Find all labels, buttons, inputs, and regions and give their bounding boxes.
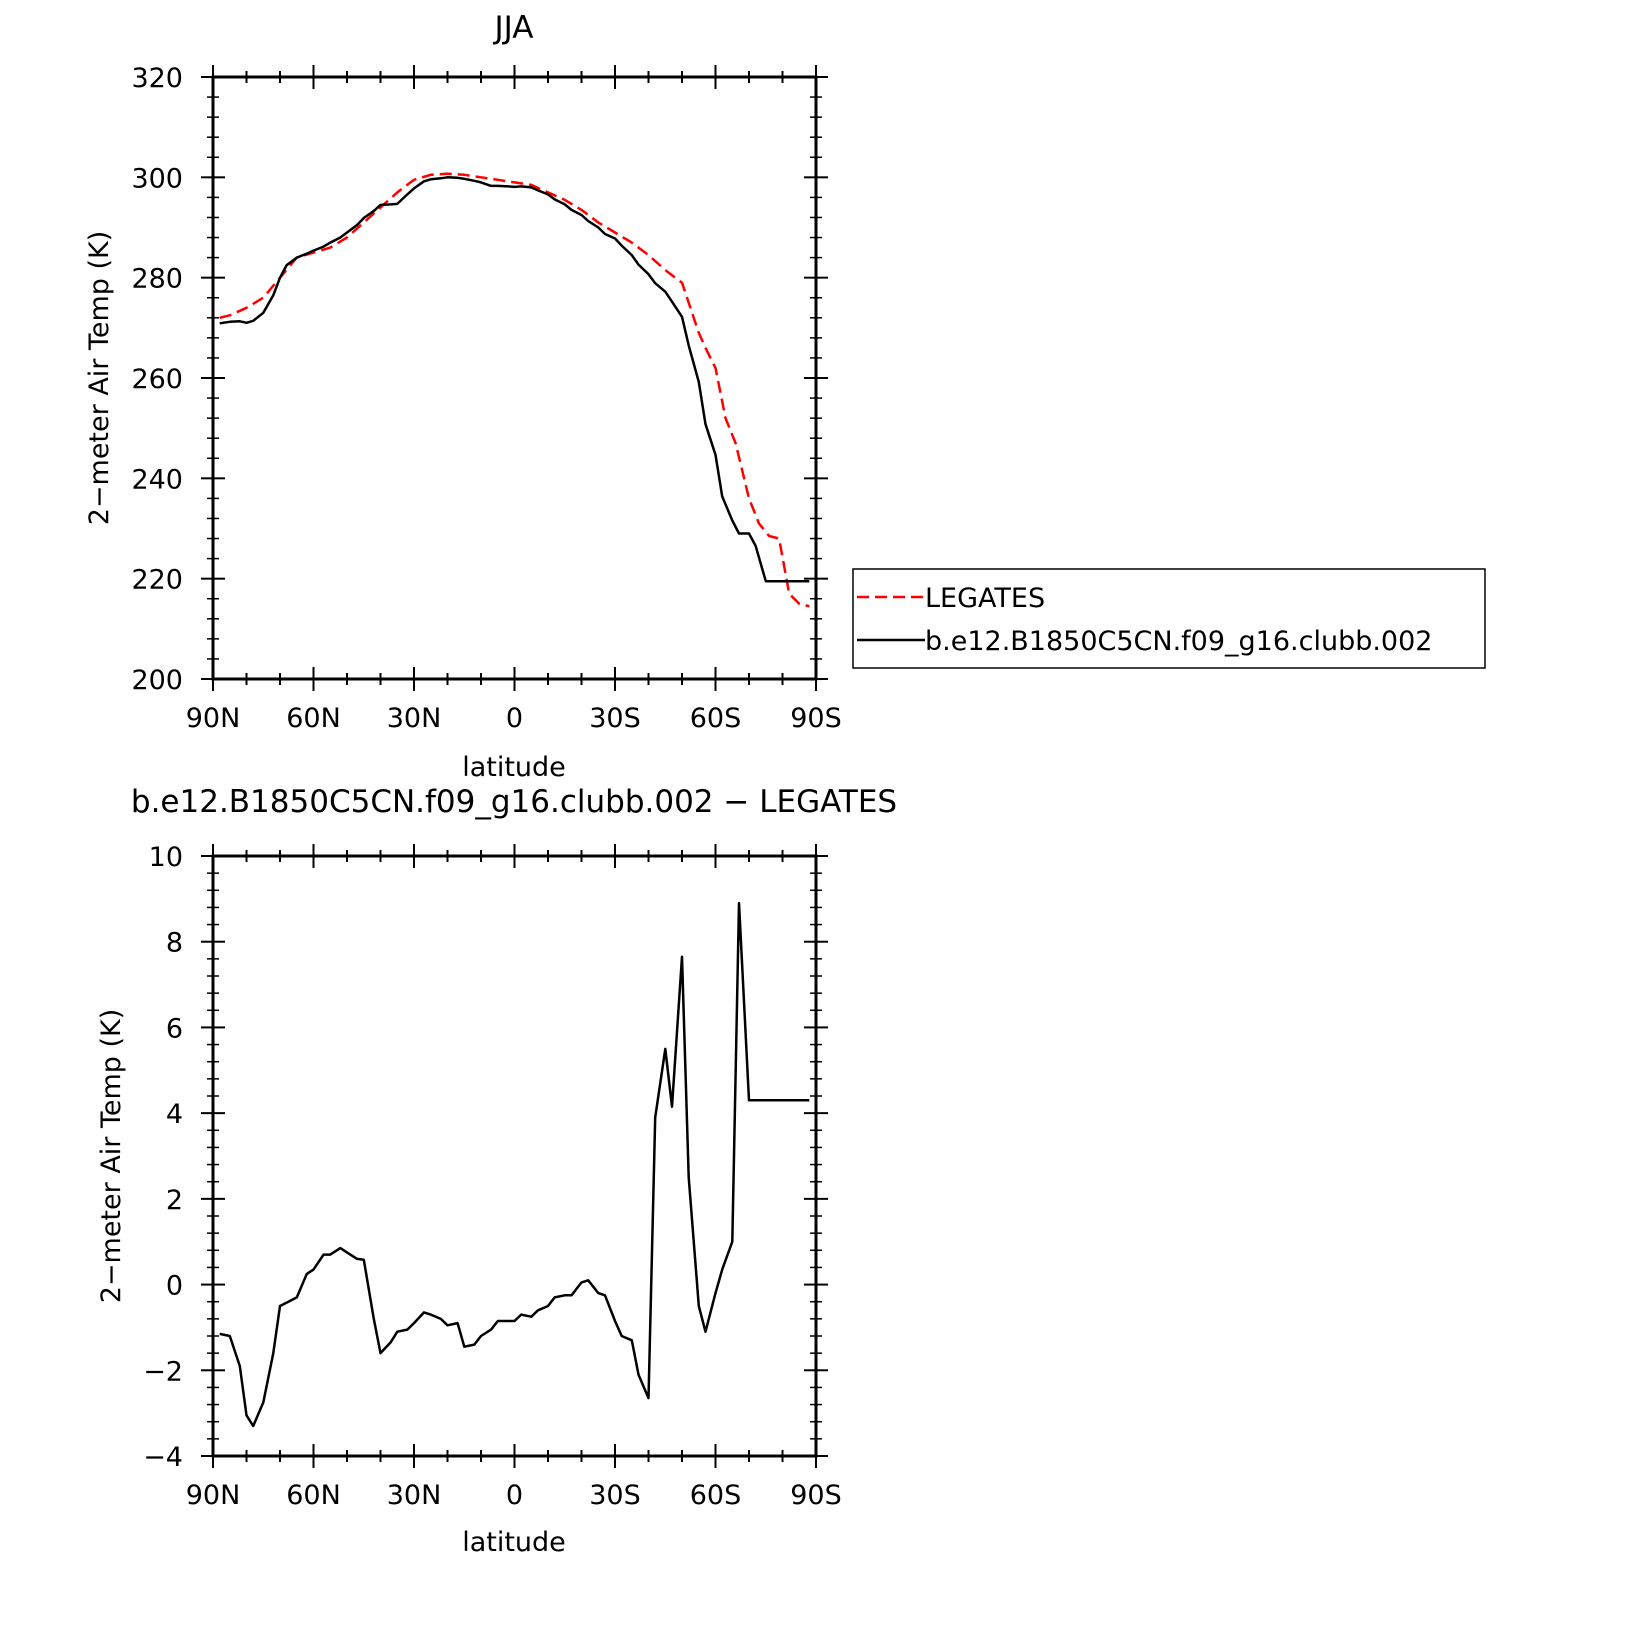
x-tick-label: 30N (387, 703, 442, 734)
top-x-tick-labels: 90N 60N 30N 0 30S 60S 90S (186, 703, 842, 734)
legend-label-legates: LEGATES (925, 583, 1045, 614)
bottom-y-tick-labels: −4 −2 0 2 4 6 8 10 (143, 842, 183, 1473)
x-tick-label: 0 (506, 1480, 523, 1511)
top-x-axis-label: latitude (462, 752, 566, 783)
bottom-x-tick-labels: 90N 60N 30N 0 30S 60S 90S (186, 1480, 842, 1511)
top-chart-panel: JJA 90N 60N 30N 0 30S 60S 90S 200 220 240 260 280 3… (84, 10, 1486, 783)
legend-box (852, 568, 1486, 669)
x-tick-label: 30N (387, 1480, 442, 1511)
x-tick-label: 90N (186, 1480, 241, 1511)
y-tick-label: 10 (149, 842, 183, 873)
y-tick-label: 2 (166, 1185, 183, 1216)
y-tick-label: 6 (166, 1013, 183, 1044)
bottom-plot-frame (211, 854, 818, 1458)
x-tick-label: 90N (186, 703, 241, 734)
x-tick-label: 30S (589, 1480, 641, 1511)
x-tick-label: 60S (690, 703, 742, 734)
x-tick-label: 90S (790, 1480, 842, 1511)
bottom-x-axis-label: latitude (462, 1527, 566, 1558)
top-plot-frame (211, 75, 818, 681)
y-tick-label: 300 (131, 163, 183, 194)
top-chart-title: JJA (493, 10, 534, 46)
bottom-chart-panel: b.e12.B1850C5CN.f09_g16.clubb.002 − LEGA… (96, 784, 897, 1558)
y-tick-label: 200 (131, 665, 183, 696)
y-tick-label: −4 (143, 1442, 183, 1473)
y-tick-label: 4 (166, 1099, 183, 1130)
bottom-axis-ticks (201, 844, 828, 1468)
bottom-y-axis-label: 2−meter Air Temp (K) (96, 1009, 127, 1304)
x-tick-label: 0 (506, 703, 523, 734)
x-tick-label: 30S (589, 703, 641, 734)
y-tick-label: 280 (131, 264, 183, 295)
x-tick-label: 90S (790, 703, 842, 734)
x-tick-label: 60N (286, 703, 341, 734)
y-tick-label: 220 (131, 565, 183, 596)
legend-label-model: b.e12.B1850C5CN.f09_g16.clubb.002 (925, 626, 1432, 657)
legend: LEGATES b.e12.B1850C5CN.f09_g16.clubb.00… (852, 568, 1486, 669)
top-series-lines (219, 172, 810, 608)
bottom-series-lines (219, 901, 810, 1428)
y-tick-label: 260 (131, 364, 183, 395)
x-tick-label: 60N (286, 1480, 341, 1511)
bottom-chart-title: b.e12.B1850C5CN.f09_g16.clubb.002 − LEGA… (131, 784, 897, 820)
series-line-b-e12-b1850c5cn-f09-g16-clubb-002 (219, 176, 810, 583)
top-axis-ticks (201, 65, 828, 691)
y-tick-label: 240 (131, 464, 183, 495)
x-tick-label: 60S (690, 1480, 742, 1511)
series-line-legates (219, 172, 810, 608)
y-tick-label: 0 (166, 1271, 183, 1302)
top-y-tick-labels: 200 220 240 260 280 300 320 (131, 63, 183, 696)
top-y-axis-label: 2−meter Air Temp (K) (84, 231, 115, 526)
y-tick-label: −2 (143, 1356, 183, 1387)
series-line-difference (219, 901, 810, 1428)
y-tick-label: 8 (166, 928, 183, 959)
y-tick-label: 320 (131, 63, 183, 94)
